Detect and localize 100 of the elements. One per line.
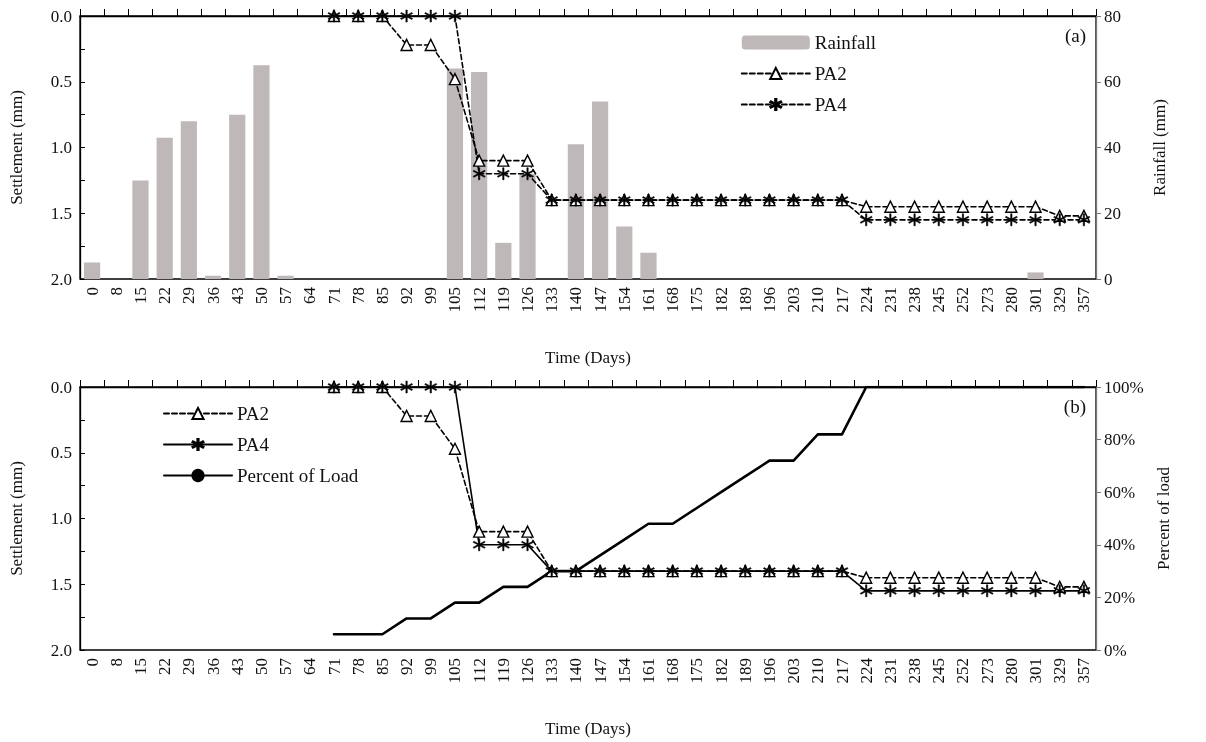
x-tick-label: 50 xyxy=(251,287,271,304)
x-tick-label: 36 xyxy=(203,287,223,304)
x-tick-label: 133 xyxy=(542,287,562,313)
x-tick-label: 105 xyxy=(445,658,465,684)
x-tick-label: 245 xyxy=(929,287,949,313)
annotation: (a) xyxy=(1064,25,1087,47)
x-tick-label: 273 xyxy=(977,658,997,684)
y2-tick-label: 60 xyxy=(1104,72,1121,92)
y2-tick-label: 80 xyxy=(1104,6,1121,26)
y-tick-label: 0.0 xyxy=(50,6,72,26)
y-tick-label: 0.5 xyxy=(50,72,72,92)
y2-tick-label: 40% xyxy=(1104,535,1136,555)
x-tick-label: 99 xyxy=(421,287,441,304)
x-tick-label: 154 xyxy=(614,286,634,313)
x-tick-label: 64 xyxy=(300,286,320,304)
x-tick-label: 50 xyxy=(251,658,271,675)
x-tick-label: 182 xyxy=(711,658,731,684)
x-tick-label: 140 xyxy=(566,287,586,313)
x-tick-label: 85 xyxy=(372,287,392,304)
x-tick-label: 203 xyxy=(784,658,804,684)
x-tick-label: 329 xyxy=(1050,658,1070,684)
x-tick-label: 182 xyxy=(711,287,731,313)
x-tick-label: 22 xyxy=(155,287,175,304)
x-tick-label: 175 xyxy=(687,287,707,313)
x-tick-label: 252 xyxy=(953,287,973,313)
x-tick-label: 57 xyxy=(276,286,296,304)
x-tick-label: 112 xyxy=(469,658,489,683)
x-tick-label: 329 xyxy=(1050,287,1070,313)
x-tick-label: 71 xyxy=(324,287,344,304)
x-tick-label: 224 xyxy=(856,286,876,313)
x-tick-label: 301 xyxy=(1026,658,1046,684)
x-tick-label: 36 xyxy=(203,658,223,675)
x-tick-label: 357 xyxy=(1074,657,1094,684)
y-tick-label: 1.0 xyxy=(50,509,72,528)
x-tick-label: 78 xyxy=(348,658,368,675)
x-tick-label: 140 xyxy=(566,658,586,684)
x-tick-label: 203 xyxy=(784,287,804,313)
x-tick-label: 161 xyxy=(638,658,658,684)
x-tick-label: 231 xyxy=(880,287,900,313)
x-axis-title: Time (Days) xyxy=(545,719,631,738)
x-tick-label: 92 xyxy=(397,658,417,675)
annotation: (b) xyxy=(1063,396,1086,418)
x-tick-label: 133 xyxy=(542,658,562,684)
x-tick-label: 231 xyxy=(880,658,900,684)
y-tick-label: 1.0 xyxy=(50,138,72,157)
x-tick-label: 280 xyxy=(1001,287,1021,313)
x-tick-label: 105 xyxy=(445,287,465,313)
x-tick-label: 168 xyxy=(663,287,683,313)
y-axis-title: Settlement (mm) xyxy=(7,90,26,205)
y-tick-label: 2.0 xyxy=(50,640,72,660)
x-tick-label: 29 xyxy=(179,658,199,675)
x-tick-label: 147 xyxy=(590,286,610,313)
x-tick-label: 147 xyxy=(590,657,610,684)
y2-tick-label: 80% xyxy=(1104,430,1136,450)
x-tick-label: 43 xyxy=(227,287,247,304)
x-tick-label: 57 xyxy=(276,657,296,675)
x-tick-label: 196 xyxy=(759,287,779,313)
x-tick-label: 126 xyxy=(518,658,538,684)
x-tick-label: 99 xyxy=(421,658,441,675)
y2-tick-label: 20% xyxy=(1104,587,1136,607)
y2-tick-label: 40 xyxy=(1104,138,1121,157)
x-tick-label: 71 xyxy=(324,658,344,675)
y-tick-label: 0.0 xyxy=(50,377,72,397)
y-tick-label: 1.5 xyxy=(50,203,72,223)
x-tick-label: 78 xyxy=(348,287,368,304)
y2-axis-title: Percent of load xyxy=(1153,466,1173,570)
x-axis-title: Time (Days) xyxy=(545,348,631,367)
x-tick-label: 245 xyxy=(929,658,949,684)
y2-axis-title: Rainfall (mm) xyxy=(1150,99,1169,196)
x-tick-label: 0 xyxy=(82,658,102,667)
x-tick-label: 15 xyxy=(130,658,150,675)
x-tick-label: 168 xyxy=(663,658,683,684)
x-tick-label: 92 xyxy=(397,287,417,304)
y-axis-title: Settlement (mm) xyxy=(7,461,26,576)
x-tick-label: 189 xyxy=(735,287,755,313)
x-tick-label: 0 xyxy=(82,287,102,296)
x-tick-label: 119 xyxy=(493,658,513,683)
x-tick-label: 252 xyxy=(953,658,973,684)
x-tick-label: 126 xyxy=(518,287,538,313)
y-tick-label: 1.5 xyxy=(50,574,72,594)
x-tick-label: 119 xyxy=(493,287,513,312)
legend-label: Percent of Load xyxy=(237,465,359,486)
legend-label: PA4 xyxy=(237,434,270,455)
x-tick-label: 15 xyxy=(130,287,150,304)
x-tick-label: 8 xyxy=(106,287,126,296)
x-tick-label: 161 xyxy=(638,287,658,313)
y2-tick-label: 0% xyxy=(1104,640,1127,660)
x-tick-label: 112 xyxy=(469,287,489,312)
y2-tick-label: 100% xyxy=(1104,377,1144,397)
x-tick-label: 175 xyxy=(687,658,707,684)
x-tick-label: 8 xyxy=(106,658,126,667)
legend-label: PA2 xyxy=(237,403,270,424)
y2-tick-label: 20 xyxy=(1104,203,1121,223)
x-tick-label: 29 xyxy=(179,287,199,304)
legend-label: Rainfall xyxy=(814,32,876,53)
x-tick-label: 217 xyxy=(832,657,852,684)
x-tick-label: 154 xyxy=(614,657,634,684)
x-tick-label: 357 xyxy=(1074,286,1094,313)
x-tick-label: 217 xyxy=(832,286,852,313)
x-tick-label: 64 xyxy=(300,657,320,675)
